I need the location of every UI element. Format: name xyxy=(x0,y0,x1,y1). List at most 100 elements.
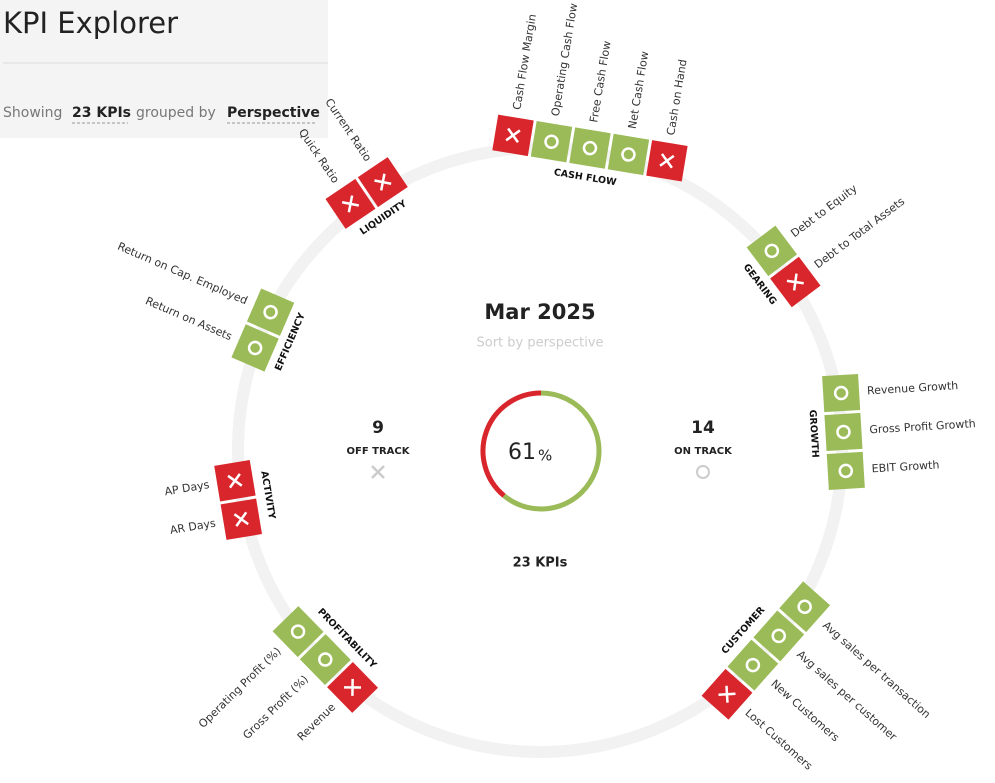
kpi-name: Net Cash Flow xyxy=(626,50,652,130)
kpi-name: AP Days xyxy=(164,478,211,498)
off-track-count: 9 xyxy=(372,418,384,438)
kpi-tile[interactable] xyxy=(357,157,408,208)
tile-bg xyxy=(727,639,779,691)
kpi-tile[interactable] xyxy=(701,668,753,720)
on-track-icon xyxy=(290,624,306,639)
on-track-icon xyxy=(263,304,278,320)
kpi-tile[interactable] xyxy=(299,634,351,685)
off-track-icon xyxy=(233,511,249,527)
kpi-tile[interactable] xyxy=(779,581,831,633)
tile-bg xyxy=(272,606,324,658)
kpi-tile[interactable] xyxy=(607,133,650,176)
kpi-tile[interactable] xyxy=(492,114,534,157)
grouped-by-label: grouped by xyxy=(136,105,216,121)
kpi-name: Cash on Hand xyxy=(664,58,689,136)
on-track-icon xyxy=(764,243,780,259)
kpi-tile[interactable] xyxy=(214,460,256,502)
off-track-icon xyxy=(718,685,736,703)
kpi-tile[interactable] xyxy=(327,661,378,713)
kpi-name: Avg sales per transaction xyxy=(820,619,933,721)
header-panel xyxy=(0,0,328,138)
off-track-icon xyxy=(344,678,362,696)
on-track-icon xyxy=(544,134,559,149)
off-track-label: OFF TRACK xyxy=(347,446,411,457)
group-name: GROWTH xyxy=(807,409,821,458)
off-track-icon xyxy=(505,127,521,143)
group-name: ACTIVITY xyxy=(258,470,277,520)
tile-bg xyxy=(746,225,798,277)
kpi-tile[interactable] xyxy=(753,610,805,662)
kpi-tile[interactable] xyxy=(770,256,821,308)
on-track-icon xyxy=(696,465,710,479)
on-track-icon xyxy=(838,463,854,479)
tile-bg xyxy=(231,324,279,372)
on-track-count: 14 xyxy=(691,418,715,438)
percent-sign: % xyxy=(538,447,552,465)
total-kpis: 23 KPIs xyxy=(513,556,568,571)
kpi-tile[interactable] xyxy=(646,140,688,182)
on-track-icon xyxy=(247,340,263,356)
on-track-icon xyxy=(318,652,333,667)
sort-label[interactable]: Sort by perspective xyxy=(476,336,603,351)
kpi-tile[interactable] xyxy=(325,178,376,229)
kpi-tile[interactable] xyxy=(246,288,295,336)
on-track-icon xyxy=(836,424,851,440)
group-field-select[interactable]: Perspective xyxy=(227,105,320,121)
off-track-icon xyxy=(227,473,243,489)
tile-bg xyxy=(824,412,863,452)
kpi-tile[interactable] xyxy=(727,639,779,691)
kpi-tile[interactable] xyxy=(746,225,798,277)
on-track-icon xyxy=(771,628,787,644)
kpi-tile[interactable] xyxy=(530,121,573,163)
kpi-name: Return on Cap. Employed xyxy=(116,240,250,308)
kpi-tile[interactable] xyxy=(824,412,863,452)
off-track-arc xyxy=(480,390,542,498)
kpi-name: Operating Cash Flow xyxy=(549,2,580,117)
tile-bg xyxy=(822,374,861,413)
kpi-name: Return on Assets xyxy=(143,294,234,343)
tile-bg xyxy=(753,610,805,662)
kpi-tile[interactable] xyxy=(826,451,865,490)
kpi-name: Free Cash Flow xyxy=(587,40,613,124)
on-track-icon xyxy=(833,385,849,401)
kpi-name: AR Days xyxy=(169,517,217,537)
kpi-name: Current Ratio xyxy=(322,96,374,164)
group-name: CASH FLOW xyxy=(553,167,618,188)
kpi-name: Gross Profit Growth xyxy=(869,417,976,436)
tile-bg xyxy=(779,581,831,633)
showing-label: Showing xyxy=(3,105,62,121)
on-track-label: ON TRACK xyxy=(674,446,733,457)
kpi-name: EBIT Growth xyxy=(871,458,939,475)
kpi-name: Debt to Equity xyxy=(788,182,860,240)
tile-bg xyxy=(299,634,351,685)
page-title: KPI Explorer xyxy=(3,6,178,40)
kpi-name: Revenue xyxy=(295,700,339,743)
tile-bg xyxy=(246,288,295,336)
off-track-icon xyxy=(786,273,804,291)
off-track-icon xyxy=(341,195,360,213)
on-track-icon xyxy=(621,147,636,162)
kpi-tile[interactable] xyxy=(231,324,279,372)
on-track-icon xyxy=(797,599,812,615)
on-track-icon xyxy=(582,140,598,156)
off-track-icon xyxy=(371,465,385,479)
kpi-name: Cash Flow Margin xyxy=(510,13,539,111)
percent-value: 61 xyxy=(508,440,536,465)
kpi-name: Revenue Growth xyxy=(867,379,959,397)
kpi-tile[interactable] xyxy=(822,374,861,413)
kpi-tile[interactable] xyxy=(272,606,324,658)
kpi-name: Avg sales per customer xyxy=(794,648,899,744)
on-track-icon xyxy=(745,657,761,673)
period: Mar 2025 xyxy=(484,300,595,324)
tile-bg xyxy=(569,127,611,169)
tile-bg xyxy=(607,133,650,176)
off-track-icon xyxy=(374,173,392,191)
tile-bg xyxy=(530,121,573,163)
kpi-tile[interactable] xyxy=(220,498,262,540)
on-track-arc xyxy=(502,390,602,512)
kpi-count[interactable]: 23 KPIs xyxy=(72,105,131,121)
tile-bg xyxy=(826,451,865,490)
off-track-icon xyxy=(659,153,675,169)
kpi-tile[interactable] xyxy=(569,127,611,169)
